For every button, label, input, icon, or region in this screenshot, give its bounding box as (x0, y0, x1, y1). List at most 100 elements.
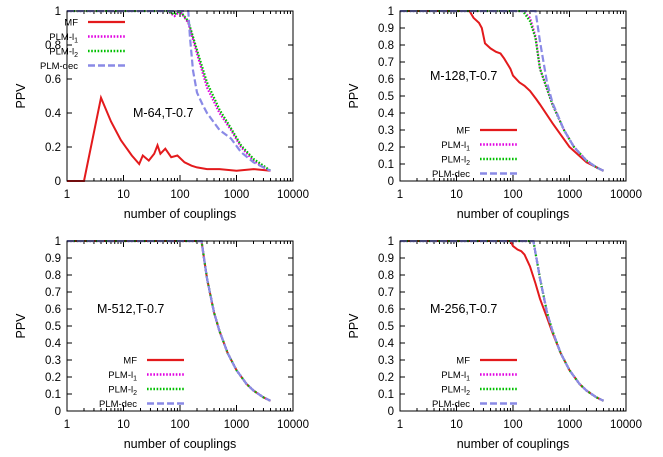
y-axis-label: PPV (14, 313, 28, 339)
panel-title: M-128,T-0.7 (430, 69, 497, 83)
legend-label: PLM-dec (99, 399, 137, 410)
y-tick-label: 0.7 (378, 287, 394, 299)
y-tick-label: 0.5 (378, 321, 394, 333)
y-tick-label: 0.4 (45, 108, 62, 120)
y-tick-label: 1 (55, 236, 61, 248)
series-line-plm-l2 (400, 240, 604, 402)
y-tick-label: 0.9 (378, 253, 394, 265)
legend-label: PLM-dec (432, 399, 470, 410)
legend-label-subscript: 2 (466, 160, 470, 167)
series-line-mf (400, 10, 604, 172)
series-line-plm-l2 (400, 10, 604, 172)
legend-label-subscript: 1 (74, 38, 78, 45)
legend-label: PLM-l2 (49, 47, 78, 60)
y-axis-label: PPV (14, 83, 28, 109)
x-axis-label: number of couplings (124, 437, 237, 451)
x-tick-label: 100 (170, 419, 189, 431)
y-tick-label: 1 (388, 6, 394, 18)
legend-label-text: PLM-dec (432, 169, 470, 180)
y-tick-label: 0.4 (45, 338, 62, 350)
legend-label-subscript: 1 (133, 376, 137, 383)
series-line-plm-dec (67, 240, 271, 402)
chart-panel-4: 0 0.1 0.2 0.3 0.4 0.5 0.6 0.7 0.8 0.9 1 1 10 100 1000 1… (347, 236, 642, 451)
y-tick-label: 0.7 (378, 57, 394, 69)
x-tick-label: 1000 (224, 419, 250, 431)
x-tick-label: 10000 (277, 419, 309, 431)
legend-label-text: MF (123, 356, 137, 367)
y-tick-label: 0.6 (45, 304, 61, 316)
y-tick-label: 0.6 (378, 74, 394, 86)
panel-title: M-256,T-0.7 (430, 302, 497, 316)
x-tick-label: 10000 (277, 189, 309, 201)
legend-label-subscript: 2 (133, 390, 137, 397)
legend-label-text: MF (456, 126, 470, 137)
y-tick-label: 0.4 (378, 108, 395, 120)
y-tick-label: 0.8 (378, 40, 394, 52)
x-tick-label: 1 (64, 419, 70, 431)
x-tick-label: 10 (450, 419, 463, 431)
legend-label: MF (456, 356, 470, 367)
y-tick-label: 0.5 (378, 91, 394, 103)
x-tick-label: 10000 (610, 189, 642, 201)
y-tick-label: 0.1 (45, 389, 61, 401)
y-tick-label: 0.6 (45, 74, 61, 86)
y-axis-label: PPV (347, 83, 361, 109)
legend-label: MF (64, 18, 78, 29)
x-tick-label: 1000 (557, 189, 583, 201)
legend-label-text: PLM-l (49, 32, 74, 43)
y-tick-label: 0.9 (45, 253, 61, 265)
y-tick-label: 0.8 (378, 270, 394, 282)
chart-panel-1: 0 0.2 0.4 0.6 0.8 1 1 10 100 1000 10000 number of c… (14, 6, 309, 221)
y-tick-label: 0.2 (45, 372, 61, 384)
legend-label-text: PLM-l (108, 385, 133, 396)
y-tick-label: 0.5 (45, 321, 61, 333)
legend-label-subscript: 1 (466, 146, 470, 153)
y-tick-label: 0.3 (378, 355, 394, 367)
x-tick-label: 1000 (557, 419, 583, 431)
legend-label-subscript: 2 (74, 52, 78, 59)
legend-label: PLM-l1 (441, 370, 470, 383)
plot-frame (66, 240, 294, 412)
y-tick-label: 0 (388, 176, 394, 188)
y-tick-label: 1 (55, 6, 61, 18)
y-tick-label: 0 (55, 176, 61, 188)
x-tick-label: 10 (117, 419, 130, 431)
legend-label-text: MF (64, 18, 78, 29)
series-line-plm-dec (400, 10, 604, 172)
legend-label-text: PLM-l (441, 385, 466, 396)
legend-label: PLM-dec (40, 61, 78, 72)
x-axis-label: number of couplings (457, 437, 570, 451)
series-line-plm-dec (400, 240, 604, 402)
y-tick-label: 0.6 (378, 304, 394, 316)
legend-label-subscript: 1 (466, 376, 470, 383)
x-tick-label: 1 (64, 189, 70, 201)
chart-panel-2: 0 0.1 0.2 0.3 0.4 0.5 0.6 0.7 0.8 0.9 1 1 10 100 1000 1… (347, 6, 642, 221)
x-tick-label: 100 (503, 419, 522, 431)
panel-title: M-64,T-0.7 (133, 106, 193, 120)
x-tick-label: 10 (450, 189, 463, 201)
y-tick-label: 0.1 (378, 389, 394, 401)
legend-label: PLM-l2 (441, 385, 470, 398)
y-tick-label: 0.8 (45, 270, 61, 282)
chart-panel-3: 0 0.1 0.2 0.3 0.4 0.5 0.6 0.7 0.8 0.9 1 1 10 100 1000 1… (14, 236, 309, 451)
x-tick-label: 1 (397, 189, 403, 201)
legend-label-subscript: 2 (466, 390, 470, 397)
legend-label: PLM-l2 (441, 155, 470, 168)
y-axis-label: PPV (347, 313, 361, 339)
y-tick-label: 0.3 (45, 355, 61, 367)
x-tick-label: 100 (170, 189, 189, 201)
y-tick-label: 1 (388, 236, 394, 248)
y-tick-label: 0.3 (378, 125, 394, 137)
y-tick-label: 0.7 (45, 287, 61, 299)
y-tick-label: 0.1 (378, 159, 394, 171)
legend-label: PLM-l1 (49, 32, 78, 45)
legend-label-text: PLM-dec (40, 61, 78, 72)
y-tick-label: 0.4 (378, 338, 395, 350)
series-line-mf (67, 94, 271, 182)
x-tick-label: 1000 (224, 189, 250, 201)
y-tick-label: 0.2 (378, 372, 394, 384)
